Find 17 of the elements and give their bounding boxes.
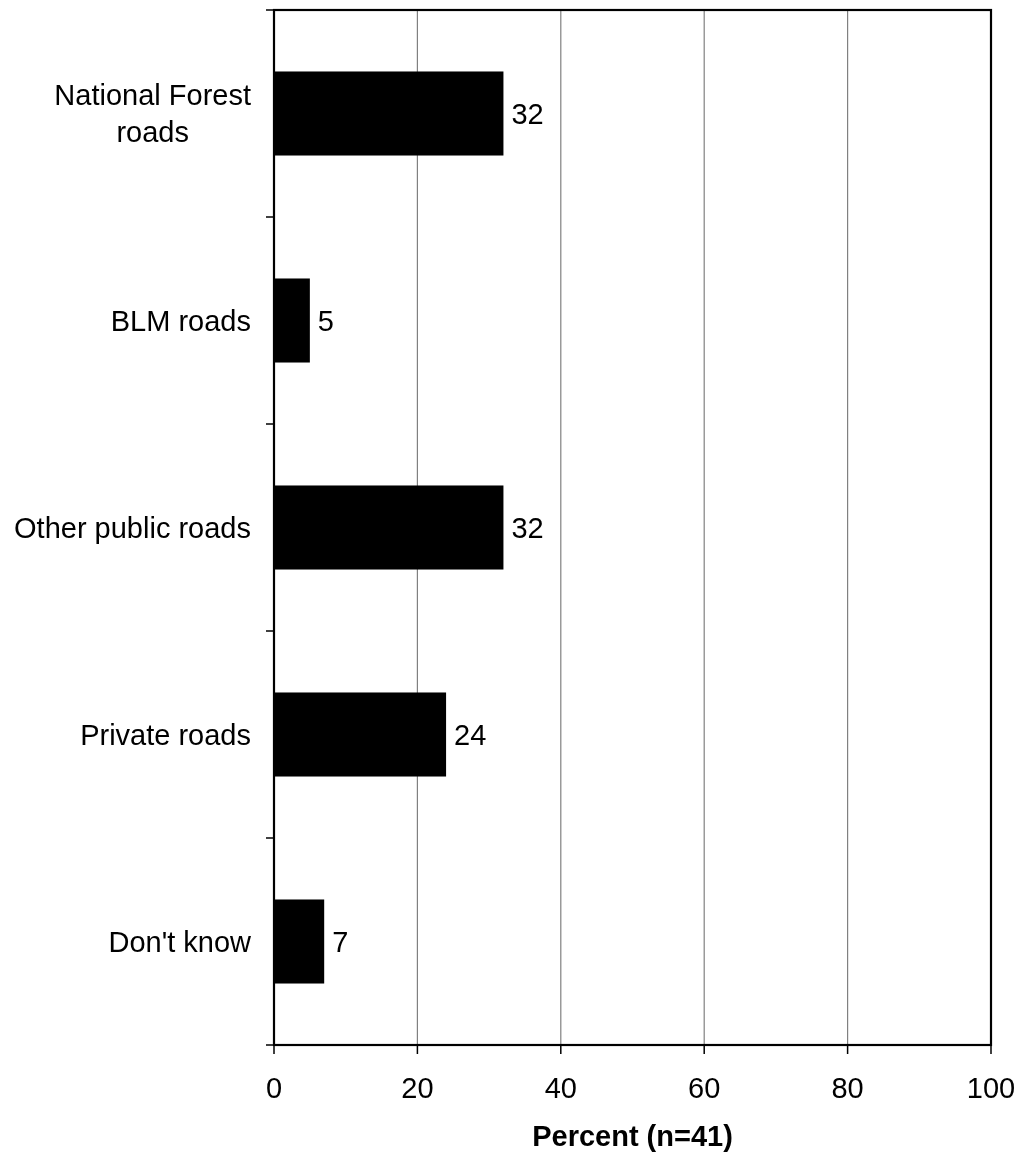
x-tick-label: 40 <box>544 1072 577 1104</box>
data-label: 5 <box>317 304 334 337</box>
y-tick-label: Don't know <box>108 925 253 958</box>
y-tick-label: Other public roads <box>14 511 251 544</box>
data-label: 32 <box>511 97 544 130</box>
x-tick-label: 0 <box>265 1072 283 1104</box>
y-tick-label: BLM roads <box>110 304 251 337</box>
data-label: 24 <box>454 718 487 751</box>
data-label: 7 <box>332 925 349 958</box>
x-axis-title: Percent (n=41) <box>532 1120 733 1152</box>
x-tick-label: 100 <box>966 1072 1016 1104</box>
x-tick-label: 60 <box>688 1072 721 1104</box>
y-tick-label: National Forest roads <box>54 79 252 149</box>
x-tick-label: 20 <box>401 1072 434 1104</box>
data-label: 32 <box>511 511 544 544</box>
x-tick-label: 80 <box>831 1072 864 1104</box>
y-tick-label: Private roads <box>80 718 251 751</box>
